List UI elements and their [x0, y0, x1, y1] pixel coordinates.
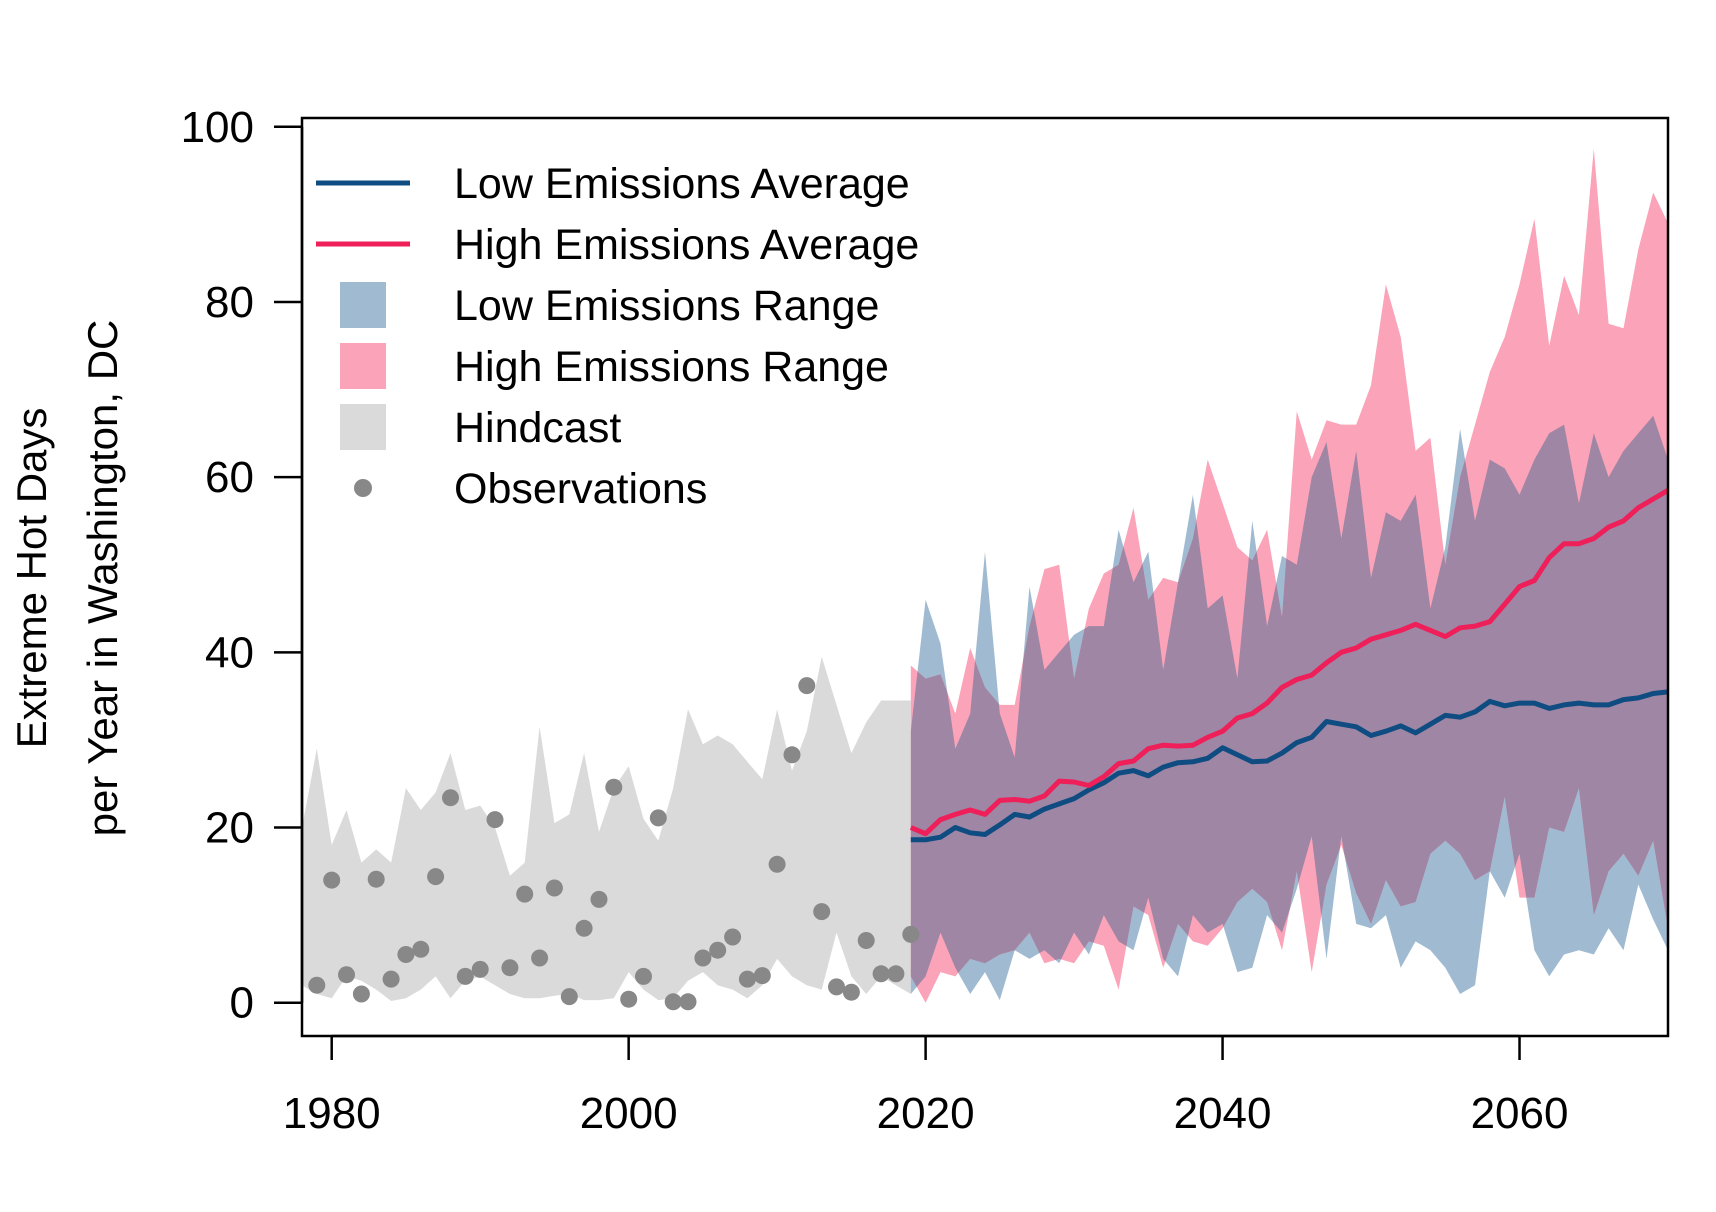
- x-tick-label: 1980: [283, 1089, 381, 1138]
- observation-point: [649, 809, 667, 827]
- observation-point: [367, 870, 385, 888]
- x-tick-label: 2040: [1174, 1089, 1272, 1138]
- observation-point: [664, 993, 682, 1011]
- observation-point: [531, 949, 549, 967]
- y-axis-title-line-2: per Year in Washington, DC: [79, 320, 126, 837]
- emissions-range-layer: [910, 148, 1668, 1003]
- legend-label: Hindcast: [454, 404, 621, 452]
- x-axis: 1980 2000 2020 2040 2060: [283, 1034, 1569, 1138]
- legend-item: Observations: [354, 465, 707, 513]
- legend-box-swatch: [340, 343, 386, 389]
- observation-point: [694, 949, 712, 967]
- legend-box-swatch: [340, 404, 386, 450]
- legend-label: Observations: [454, 465, 707, 513]
- observation-point: [783, 746, 801, 764]
- observation-point: [516, 885, 534, 903]
- y-tick-label: 100: [181, 103, 254, 152]
- observation-point: [560, 988, 578, 1006]
- observation-point: [501, 959, 519, 977]
- y-tick-label: 0: [230, 979, 254, 1028]
- observation-point: [679, 993, 697, 1011]
- legend-item: Low Emissions Average: [316, 160, 910, 208]
- observation-point: [902, 925, 920, 943]
- observation-point: [352, 985, 370, 1003]
- high-emissions-average-line: [909, 488, 1668, 837]
- x-tick-label: 2060: [1471, 1089, 1569, 1138]
- observation-point: [427, 868, 445, 886]
- observation-point: [456, 967, 474, 985]
- y-tick-label: 60: [205, 453, 254, 502]
- observation-point: [590, 890, 608, 908]
- observation-point: [842, 983, 860, 1001]
- legend-item: Low Emissions Range: [340, 282, 879, 330]
- observation-point: [620, 990, 638, 1008]
- legend-point-swatch: [354, 479, 372, 497]
- observation-point: [798, 677, 816, 695]
- observation-point: [442, 789, 459, 807]
- legend-item: High Emissions Range: [340, 343, 889, 391]
- observation-point: [308, 976, 326, 994]
- hindcast-layer: [302, 656, 911, 1001]
- observation-point: [486, 811, 504, 829]
- observation-point: [397, 946, 415, 963]
- observation-point: [872, 965, 890, 983]
- legend-label: High Emissions Average: [454, 221, 919, 269]
- observations-layer: [308, 677, 920, 1011]
- observation-point: [768, 855, 786, 873]
- x-tick-label: 2000: [580, 1089, 678, 1138]
- y-axis-title-line-1: Extreme Hot Days: [8, 408, 55, 749]
- observation-point: [635, 967, 652, 985]
- y-axis-title: Extreme Hot Days per Year in Washington,…: [8, 320, 126, 837]
- plot-area: [302, 148, 1668, 1011]
- observation-point: [813, 903, 831, 921]
- hindcast-band: [302, 656, 911, 1001]
- observation-point: [738, 970, 756, 988]
- legend-label: Low Emissions Average: [454, 160, 910, 208]
- observation-point: [887, 965, 905, 983]
- legend-label: Low Emissions Range: [454, 282, 879, 330]
- observation-point: [323, 871, 341, 889]
- x-tick-label: 2020: [877, 1089, 975, 1138]
- observation-point: [709, 941, 727, 959]
- y-tick-label: 20: [205, 804, 254, 853]
- y-tick-label: 40: [205, 628, 254, 677]
- observation-point: [857, 932, 875, 949]
- y-axis: 0 20 40 60 80 100: [181, 103, 304, 1028]
- average-lines-layer: [909, 488, 1668, 843]
- observation-point: [338, 966, 355, 984]
- low-emissions-average-line: [910, 689, 1668, 843]
- observation-point: [724, 928, 742, 946]
- legend-item: Hindcast: [340, 404, 621, 452]
- observation-point: [545, 879, 563, 897]
- observation-point: [471, 960, 489, 978]
- legend-label: High Emissions Range: [454, 343, 889, 391]
- observation-point: [828, 978, 845, 996]
- observation-point: [382, 970, 400, 988]
- legend: Low Emissions Average High Emissions Aver…: [316, 160, 919, 513]
- range-overlap-band: [910, 415, 1668, 1001]
- observation-point: [605, 778, 623, 796]
- observation-point: [575, 919, 593, 937]
- legend-box-swatch: [340, 282, 386, 328]
- legend-item: High Emissions Average: [316, 221, 919, 269]
- y-tick-label: 80: [205, 278, 254, 327]
- observation-point: [412, 940, 430, 958]
- observation-point: [753, 967, 771, 985]
